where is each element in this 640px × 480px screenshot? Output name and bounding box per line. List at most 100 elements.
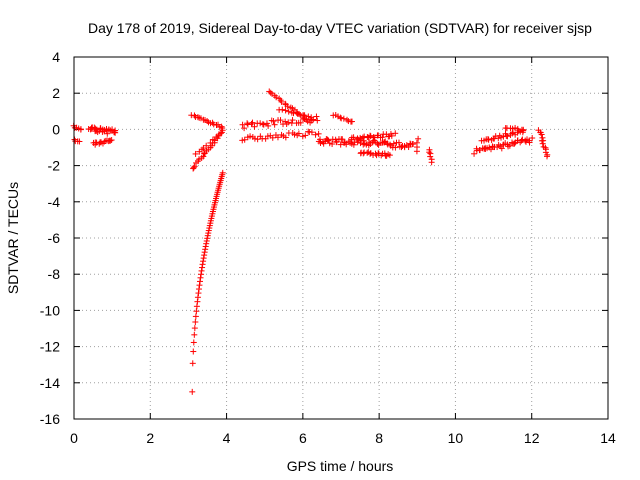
- data-point: [191, 112, 198, 119]
- data-point: [273, 94, 280, 101]
- data-point: [189, 360, 196, 367]
- data-point: [520, 126, 527, 133]
- data-point: [219, 169, 226, 176]
- data-point: [76, 138, 83, 145]
- data-point: [205, 230, 212, 237]
- data-point: [315, 130, 322, 137]
- data-point: [202, 243, 209, 250]
- data-point: [297, 119, 304, 126]
- data-point: [350, 141, 357, 148]
- data-point: [200, 258, 207, 265]
- data-point: [296, 110, 303, 117]
- data-point: [279, 106, 286, 113]
- data-point: [367, 132, 374, 139]
- data-point: [192, 150, 199, 157]
- y-tick-label: -12: [40, 339, 60, 355]
- y-tick-label: -14: [40, 375, 60, 391]
- data-point: [257, 120, 264, 127]
- data-point: [207, 139, 214, 146]
- data-point: [427, 153, 434, 160]
- data-point: [204, 117, 211, 124]
- data-point: [324, 136, 331, 143]
- data-point: [374, 140, 381, 147]
- data-point: [196, 282, 203, 289]
- chart-title: Day 178 of 2019, Sidereal Day-to-day VTE…: [88, 20, 592, 36]
- data-point: [529, 135, 536, 142]
- data-point: [244, 121, 251, 128]
- data-point: [189, 388, 196, 395]
- data-point: [244, 120, 251, 127]
- data-point: [251, 123, 258, 130]
- y-tick-label: -8: [48, 266, 61, 282]
- data-point: [198, 267, 205, 274]
- data-point: [217, 130, 224, 137]
- y-tick-label: -6: [48, 230, 61, 246]
- data-point: [254, 136, 261, 143]
- data-point: [270, 118, 277, 125]
- data-point: [367, 133, 374, 140]
- x-tick-label: 8: [375, 430, 383, 446]
- x-tick-label: 4: [223, 430, 231, 446]
- data-point: [277, 117, 284, 124]
- data-point: [192, 319, 199, 326]
- data-point: [506, 142, 513, 149]
- data-point: [265, 122, 272, 129]
- data-point: [291, 131, 298, 138]
- data-point: [197, 278, 204, 285]
- data-point: [337, 141, 344, 148]
- data-point: [388, 132, 395, 139]
- data-point: [344, 116, 351, 123]
- data-point: [197, 274, 204, 281]
- data-point: [251, 135, 258, 142]
- data-point: [375, 150, 382, 157]
- data-point: [199, 261, 206, 268]
- data-point: [191, 325, 198, 332]
- data-point: [313, 113, 320, 120]
- data-point: [239, 121, 246, 128]
- y-tick-label: 0: [52, 121, 60, 137]
- data-point: [218, 123, 225, 130]
- data-point: [249, 119, 256, 126]
- data-point: [271, 121, 278, 128]
- data-point: [395, 139, 402, 146]
- data-point: [274, 134, 281, 141]
- data-point: [329, 141, 336, 148]
- data-point: [522, 138, 529, 145]
- data-point: [359, 134, 366, 141]
- data-point: [285, 108, 292, 115]
- data-point: [392, 130, 399, 137]
- x-tick-label: 2: [146, 430, 154, 446]
- data-point: [381, 139, 388, 146]
- data-point: [353, 136, 360, 143]
- data-point: [200, 153, 207, 160]
- data-point: [205, 227, 212, 234]
- x-tick-label: 0: [70, 430, 78, 446]
- data-points: [70, 88, 551, 395]
- data-point: [278, 98, 285, 105]
- data-point: [301, 112, 308, 119]
- data-point: [339, 136, 346, 143]
- data-point: [386, 152, 393, 159]
- data-point: [267, 89, 274, 96]
- data-point: [337, 114, 344, 121]
- data-point: [263, 120, 270, 127]
- data-point: [194, 294, 201, 301]
- y-tick-label: -10: [40, 302, 60, 318]
- data-point: [473, 145, 480, 152]
- y-tick-label: -16: [40, 411, 60, 427]
- data-point: [325, 137, 332, 144]
- plot-frame: [73, 56, 609, 420]
- data-point: [314, 117, 321, 124]
- data-point: [526, 139, 533, 146]
- data-point: [379, 134, 386, 141]
- data-point: [299, 133, 306, 140]
- y-tick-label: 2: [52, 85, 60, 101]
- data-point: [512, 124, 519, 131]
- data-point: [199, 264, 206, 271]
- data-point: [107, 137, 114, 144]
- x-tick-label: 12: [524, 430, 540, 446]
- data-point: [219, 127, 226, 134]
- data-point: [201, 252, 208, 259]
- data-point: [193, 308, 200, 315]
- x-tick-label: 10: [448, 430, 464, 446]
